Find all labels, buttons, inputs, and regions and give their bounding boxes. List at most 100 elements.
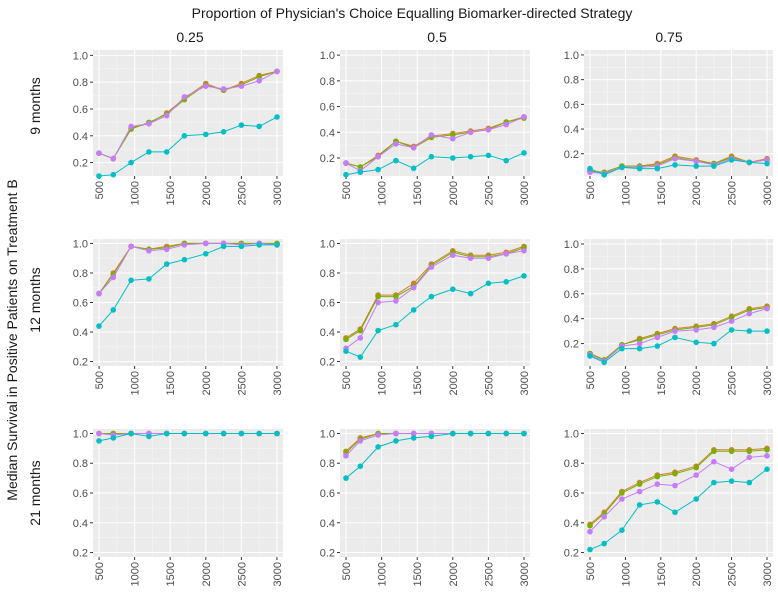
y-tick-label: 1.0: [564, 239, 579, 251]
data-point: [428, 153, 435, 160]
data-point: [256, 123, 263, 130]
data-point: [163, 149, 170, 155]
x-tick-label: 1500: [656, 181, 668, 205]
data-point: [220, 129, 227, 135]
data-point: [587, 522, 593, 529]
data-point: [110, 171, 117, 178]
x-tick-label: 2000: [201, 371, 213, 395]
data-point: [450, 135, 456, 142]
x-tick-label: 2000: [448, 562, 460, 586]
data-point: [711, 458, 717, 465]
data-point: [450, 155, 456, 161]
data-point: [238, 83, 245, 89]
y-tick-label: 0.6: [564, 289, 579, 301]
y-axis-title: Median Survival in Positive Patients on …: [4, 179, 20, 500]
data-point: [711, 324, 717, 331]
y-tick-label: 0.8: [73, 268, 88, 280]
x-tick-label: 3000: [762, 181, 774, 205]
y-tick-label: 0.4: [320, 127, 335, 139]
data-point: [375, 166, 381, 173]
data-point: [357, 327, 364, 334]
y-tick-label: 0.4: [564, 124, 579, 136]
x-tick-label: 1000: [130, 181, 142, 205]
data-point: [672, 470, 678, 477]
data-point: [467, 430, 474, 437]
data-point: [110, 155, 117, 162]
y-tick-label: 0.2: [320, 548, 335, 560]
panel-2-2: 0.2 0.4 0.6 0.8 1.0 500 1000 1500 2000 2500 3000: [564, 428, 774, 586]
data-point: [128, 277, 134, 284]
data-point: [357, 354, 364, 360]
data-point: [375, 432, 381, 438]
y-tick-label: 0.8: [320, 76, 335, 88]
y-tick-label: 0.4: [73, 131, 88, 143]
data-point: [728, 478, 735, 484]
data-point: [203, 251, 209, 257]
data-point: [711, 479, 717, 486]
y-tick-label: 0.8: [564, 264, 579, 276]
x-tick-label: 1000: [620, 562, 632, 586]
data-point: [693, 464, 699, 471]
data-point: [274, 68, 280, 75]
data-point: [96, 290, 102, 297]
data-point: [672, 334, 678, 341]
data-point: [746, 328, 753, 334]
x-tick-label: 2500: [727, 562, 739, 586]
y-tick-label: 1.0: [320, 50, 335, 62]
data-point: [343, 453, 349, 459]
data-point: [203, 240, 209, 247]
data-point: [428, 132, 435, 138]
data-point: [274, 430, 280, 437]
x-tick-label: 500: [94, 181, 106, 199]
data-point: [203, 83, 209, 89]
x-tick-label: 2500: [483, 562, 495, 586]
data-point: [410, 430, 417, 437]
y-tick-label: 0.2: [73, 158, 88, 170]
data-point: [503, 121, 510, 128]
data-point: [672, 482, 678, 489]
data-point: [503, 430, 510, 437]
data-point: [521, 114, 527, 120]
y-tick-label: 1.0: [564, 428, 579, 440]
y-tick-label: 0.6: [564, 99, 579, 111]
y-tick-label: 0.6: [73, 104, 88, 116]
data-point: [274, 114, 280, 120]
data-point: [375, 327, 381, 334]
x-tick-label: 2500: [727, 181, 739, 205]
y-tick-label: 0.2: [73, 548, 88, 560]
y-tick-label: 0.6: [320, 102, 335, 114]
x-tick-label: 1500: [165, 562, 177, 586]
x-tick-label: 2000: [201, 562, 213, 586]
data-point: [357, 335, 364, 341]
x-tick-label: 2500: [236, 371, 248, 395]
row-label-0: 9 months: [27, 77, 43, 135]
data-point: [619, 164, 625, 171]
column-label-1: 0.5: [427, 29, 447, 45]
x-tick-label: 3000: [272, 562, 284, 586]
y-tick-label: 0.6: [73, 488, 88, 500]
data-point: [619, 527, 625, 533]
x-tick-label: 2000: [691, 181, 703, 205]
data-point: [238, 243, 245, 250]
data-point: [96, 173, 102, 179]
y-tick-label: 0.2: [564, 339, 579, 351]
data-point: [238, 122, 245, 128]
data-point: [146, 149, 152, 155]
x-tick-label: 500: [585, 181, 597, 199]
data-point: [256, 430, 263, 437]
data-point: [485, 255, 492, 261]
data-point: [163, 112, 170, 119]
data-point: [203, 131, 209, 138]
data-point: [746, 448, 753, 455]
y-tick-label: 0.2: [73, 357, 88, 369]
data-point: [521, 248, 527, 254]
data-point: [110, 307, 117, 313]
data-point: [163, 261, 170, 267]
data-point: [601, 514, 607, 520]
data-point: [357, 164, 364, 170]
data-point: [764, 305, 770, 312]
data-point: [428, 293, 435, 300]
data-point: [587, 353, 593, 359]
data-point: [96, 323, 102, 329]
x-tick-label: 1500: [656, 371, 668, 395]
